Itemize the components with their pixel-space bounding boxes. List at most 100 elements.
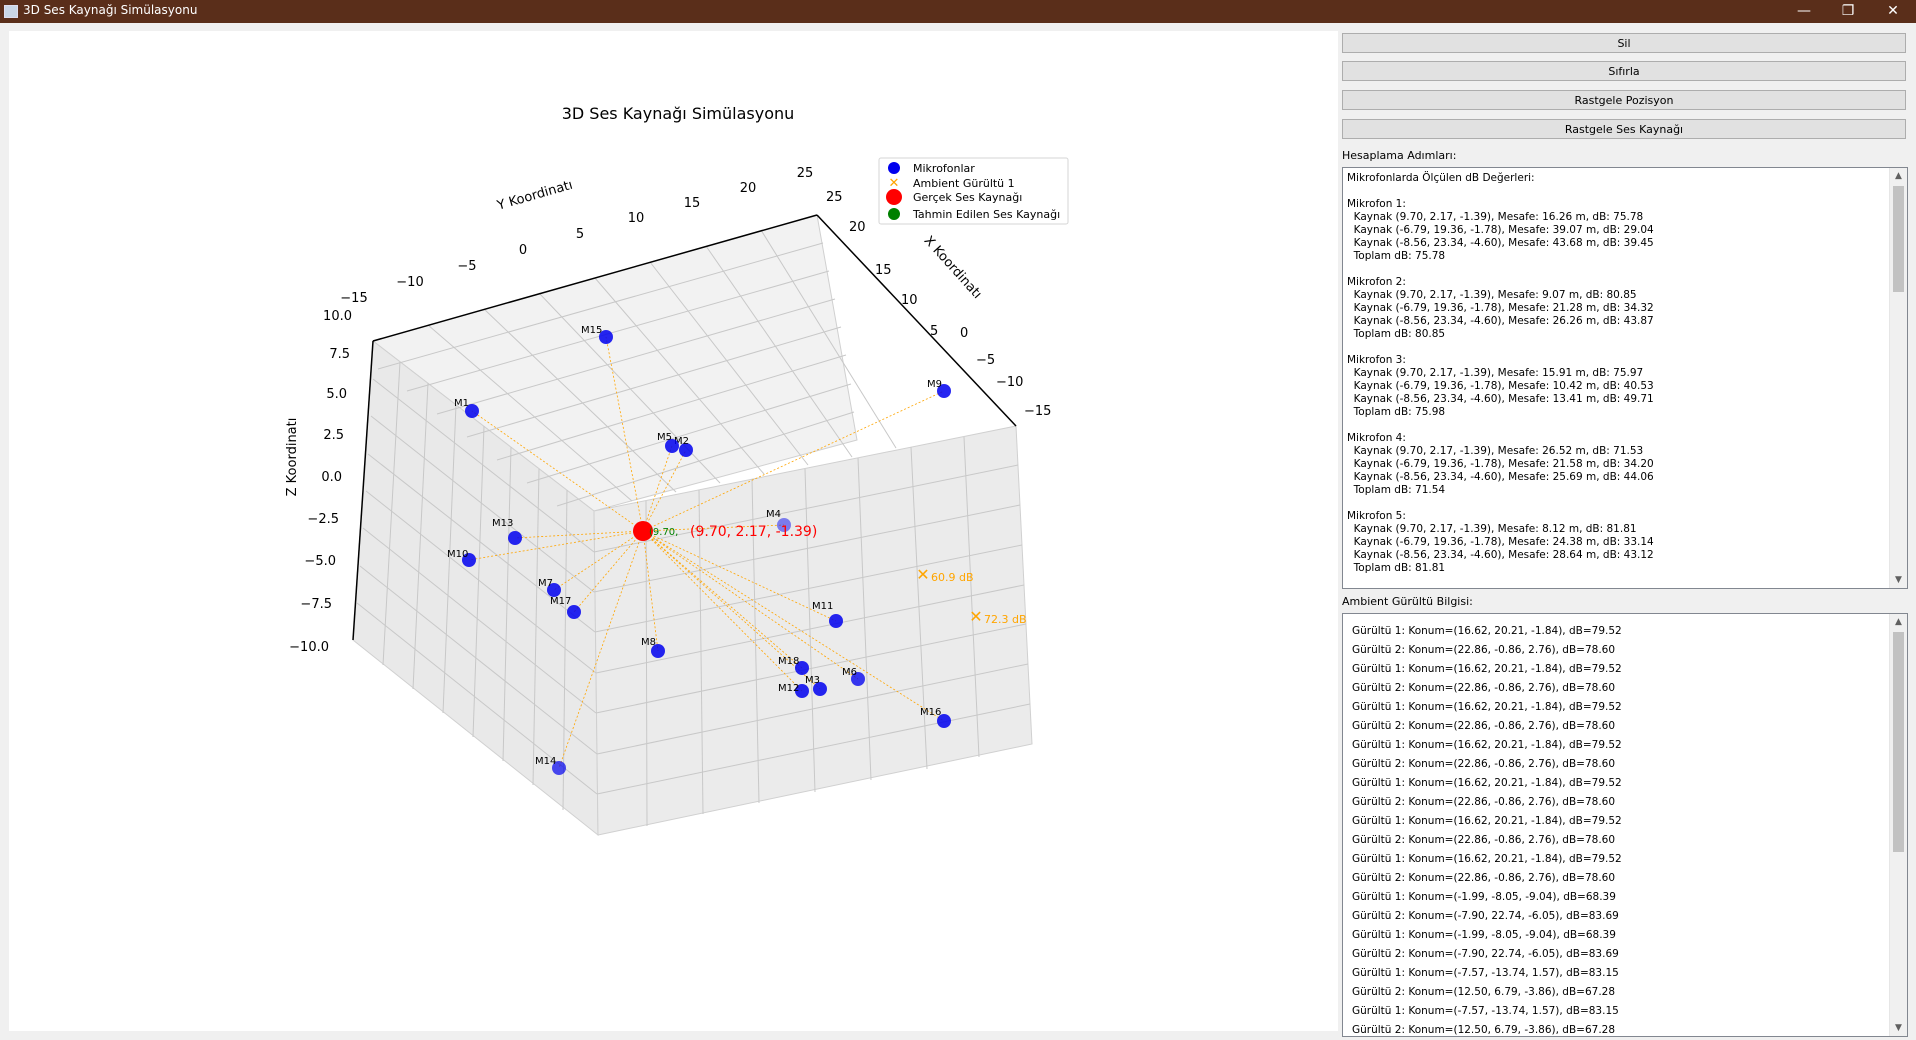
mic-label: M9 [927, 379, 942, 390]
mic-label: M7 [538, 578, 553, 589]
noise-label: 72.3 dB [984, 613, 1027, 626]
ambient-noise-label: Ambient Gürültü Bilgisi: [1342, 595, 1473, 608]
y-tick: 20 [740, 181, 757, 196]
noise-line: Gürültü 1: Konum=(-7.57, -13.74, 1.57), … [1352, 1005, 1619, 1017]
chart-3d[interactable]: 3D Ses Kaynağı Simülasyonu Y Koordinatı … [9, 31, 1338, 1031]
noise-line: Gürültü 1: Konum=(16.62, 20.21, -1.84), … [1352, 777, 1622, 789]
noise-marker: ✕ [969, 607, 982, 626]
mic-label: M10 [447, 549, 468, 560]
close-button[interactable]: ✕ [1887, 3, 1899, 19]
noise-markers: ✕ 60.9 dB ✕ 72.3 dB [916, 565, 1026, 626]
noise-line: Gürültü 1: Konum=(16.62, 20.21, -1.84), … [1352, 663, 1622, 675]
x-tick: 5 [930, 324, 938, 339]
noise-line: Gürültü 1: Konum=(-7.57, -13.74, 1.57), … [1352, 967, 1619, 979]
legend-real-icon [886, 189, 902, 205]
mic-label: M1 [454, 398, 469, 409]
mic-point [795, 661, 809, 675]
mic-point [829, 614, 843, 628]
y-tick: 25 [797, 166, 814, 181]
mic-label: M12 [778, 683, 799, 694]
mic-point [813, 682, 827, 696]
source-line [468, 530, 644, 561]
sifirla-button[interactable]: Sıfırla [1342, 61, 1906, 81]
noise-line: Gürültü 2: Konum=(22.86, -0.86, 2.76), d… [1352, 720, 1616, 732]
noise-line: Gürültü 1: Konum=(16.62, 20.21, -1.84), … [1352, 853, 1622, 865]
real-source-label: (9.70, 2.17, -1.39) [690, 524, 817, 540]
scroll-down-icon[interactable]: ▼ [1895, 575, 1902, 585]
scroll-up-icon[interactable]: ▲ [1895, 171, 1902, 181]
mic-point [552, 761, 566, 775]
noise-line: Gürültü 2: Konum=(-7.90, 22.74, -6.05), … [1352, 910, 1619, 922]
legend-item: Mikrofonlar [913, 162, 975, 175]
noise-scrollbar[interactable]: ▲ ▼ [1889, 614, 1907, 1036]
sil-button[interactable]: Sil [1342, 33, 1906, 53]
z-tick: 10.0 [323, 309, 352, 324]
chart-title: 3D Ses Kaynağı Simülasyonu [562, 104, 795, 123]
z-axis-line [352, 340, 374, 641]
mic-point [679, 443, 693, 457]
noise-line: Gürültü 1: Konum=(16.62, 20.21, -1.84), … [1352, 815, 1622, 827]
scroll-thumb[interactable] [1893, 632, 1904, 852]
z-tick: 5.0 [326, 387, 347, 402]
noise-list: Gürültü 1: Konum=(16.62, 20.21, -1.84), … [1352, 622, 1887, 1036]
mic-label: M8 [641, 637, 656, 648]
source-line [642, 530, 803, 692]
plot-canvas[interactable]: 3D Ses Kaynağı Simülasyonu Y Koordinatı … [9, 31, 1338, 1031]
z-tick: −5.0 [304, 554, 336, 569]
x-tick: −10 [996, 375, 1023, 390]
noise-line: Gürültü 2: Konum=(12.50, 6.79, -3.86), d… [1352, 1024, 1616, 1036]
noise-line: Gürültü 2: Konum=(22.86, -0.86, 2.76), d… [1352, 758, 1616, 770]
y-tick: 10 [628, 211, 645, 226]
y-tick: −15 [340, 291, 367, 306]
mic-point [651, 644, 665, 658]
mic-point [462, 553, 476, 567]
random-source-button[interactable]: Rastgele Ses Kaynağı [1342, 119, 1906, 139]
mic-point [665, 439, 679, 453]
ambient-noise-textbox[interactable]: Gürültü 1: Konum=(16.62, 20.21, -1.84), … [1342, 613, 1908, 1037]
mic-point [465, 404, 479, 418]
calc-steps-text: Mikrofonlarda Ölçülen dB Değerleri: Mikr… [1347, 172, 1654, 574]
calc-scrollbar[interactable]: ▲ ▼ [1889, 168, 1907, 588]
source-line [573, 530, 644, 613]
noise-line: Gürültü 1: Konum=(-1.99, -8.05, -9.04), … [1352, 891, 1616, 903]
source-line [642, 524, 785, 532]
mic-label: M4 [766, 509, 781, 520]
calc-steps-textbox[interactable]: Mikrofonlarda Ölçülen dB Değerleri: Mikr… [1342, 167, 1908, 589]
y-axis-label: Y Koordinatı [495, 178, 575, 214]
mic-label: M11 [812, 601, 833, 612]
control-panel: Sil Sıfırla Rastgele Pozisyon Rastgele S… [1338, 23, 1916, 1040]
z-tick: 7.5 [329, 347, 350, 362]
noise-line: Gürültü 2: Konum=(22.86, -0.86, 2.76), d… [1352, 682, 1616, 694]
title-bar: 3D Ses Kaynağı Simülasyonu — ❐ ✕ [0, 0, 1916, 23]
noise-label: 60.9 dB [931, 571, 974, 584]
noise-line: Gürültü 2: Konum=(22.86, -0.86, 2.76), d… [1352, 644, 1616, 656]
legend-item: Ambient Gürültü 1 [913, 177, 1015, 190]
noise-line: Gürültü 1: Konum=(-1.99, -8.05, -9.04), … [1352, 929, 1616, 941]
source-line [642, 449, 687, 532]
y-tick: 0 [519, 243, 527, 258]
z-tick: 2.5 [323, 428, 344, 443]
random-position-button[interactable]: Rastgele Pozisyon [1342, 90, 1906, 110]
source-lines [468, 336, 945, 769]
calc-steps-label: Hesaplama Adımları: [1342, 149, 1457, 162]
z-tick: −10.0 [289, 640, 329, 655]
y-ticks: −15 −10 −5 0 5 10 15 20 25 [340, 166, 813, 306]
source-line [642, 390, 945, 532]
restore-button[interactable]: ❐ [1841, 3, 1855, 19]
source-line [605, 336, 644, 532]
y-tick: 5 [576, 227, 584, 242]
source-line [642, 530, 659, 652]
source-line [471, 410, 644, 532]
x-ticks: 25 20 15 10 5 0 −5 −10 −15 [826, 190, 1051, 419]
minimize-button[interactable]: — [1797, 3, 1811, 19]
scroll-down-icon[interactable]: ▼ [1895, 1023, 1902, 1033]
source-line [642, 530, 837, 622]
scroll-thumb[interactable] [1893, 186, 1904, 292]
x-tick: 20 [849, 220, 866, 235]
x-tick: −5 [976, 353, 995, 368]
scroll-up-icon[interactable]: ▲ [1895, 617, 1902, 627]
legend-noise-icon: ✕ [889, 176, 900, 191]
noise-line: Gürültü 1: Konum=(16.62, 20.21, -1.84), … [1352, 739, 1622, 751]
legend-mic-icon [888, 162, 900, 174]
legend-item: Gerçek Ses Kaynağı [913, 191, 1022, 204]
